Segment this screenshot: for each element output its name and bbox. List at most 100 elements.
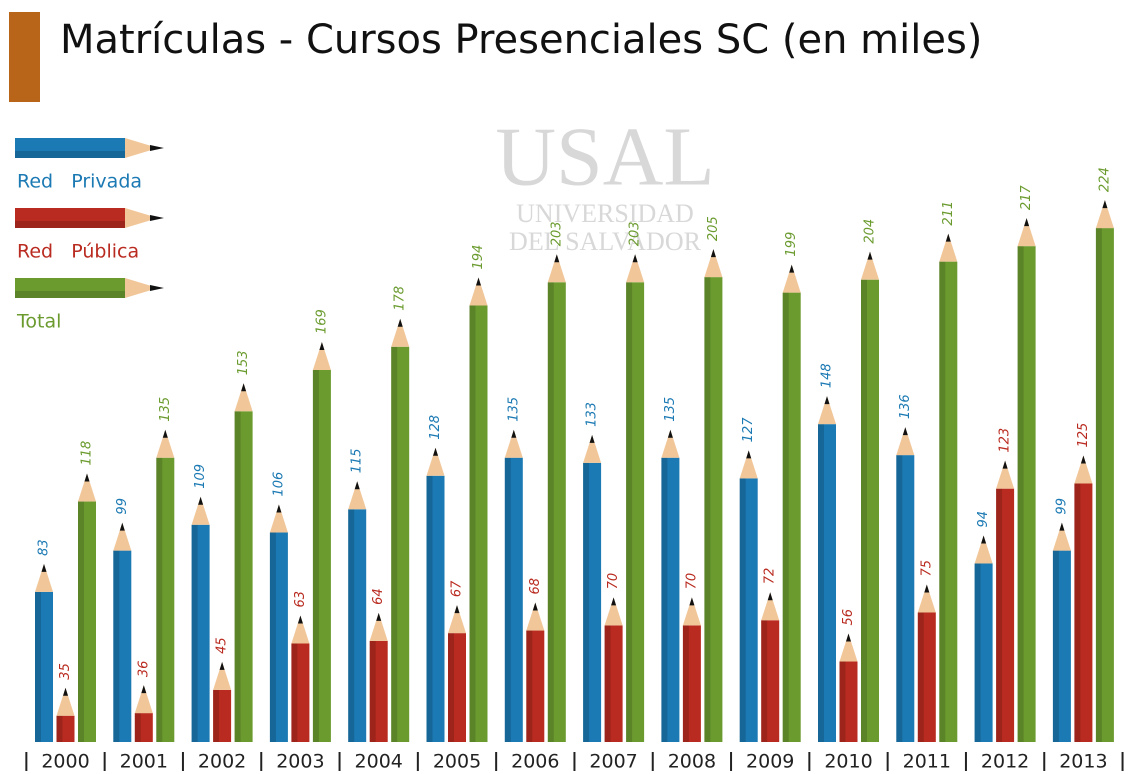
bar [975, 535, 993, 742]
x-tick-label: 2009 [746, 751, 794, 773]
pencil-stripe [57, 716, 63, 742]
pencil-lead [1003, 461, 1008, 469]
pencil-lead [42, 564, 47, 572]
value-label: 204 [863, 219, 878, 244]
value-label: 99 [115, 498, 130, 515]
pencil-stripe [740, 478, 746, 742]
pencil-stripe [15, 151, 125, 158]
value-label: 64 [371, 588, 386, 605]
bar [818, 396, 836, 742]
value-label: 67 [450, 580, 465, 597]
legend-label: Total [16, 311, 61, 333]
bar [626, 254, 644, 742]
legend-label: Red Privada [17, 171, 142, 193]
pencil-stripe [427, 476, 433, 742]
bar [391, 319, 409, 742]
pencil-stripe [896, 455, 902, 742]
value-label: 135 [158, 397, 173, 422]
value-label: 194 [471, 245, 486, 270]
bar [661, 430, 679, 742]
bar [861, 252, 879, 742]
pencil-lead [150, 145, 164, 151]
pencil-lead [150, 285, 164, 291]
legend-pencil [15, 278, 164, 298]
x-tick-label: 2011 [903, 751, 951, 773]
value-label: 224 [1097, 167, 1112, 192]
x-tick-label: 2013 [1059, 751, 1107, 773]
bar [35, 564, 53, 742]
value-label: 205 [706, 216, 721, 241]
pencil-lead [846, 634, 851, 642]
pencil-lead [590, 435, 595, 443]
bar [270, 505, 288, 742]
bar [78, 474, 96, 742]
pencil-stripe [818, 424, 824, 742]
pencil-lead [476, 277, 481, 285]
value-label: 118 [80, 441, 95, 466]
pencil-stripe [448, 633, 454, 742]
x-tick-label: 2002 [198, 751, 246, 773]
pencil-lead [141, 685, 146, 693]
pencil-stripe [291, 643, 297, 742]
bar [348, 481, 366, 742]
pencil-stripe [270, 533, 276, 742]
bar [583, 435, 601, 742]
pencil-lead [533, 603, 538, 611]
pencil-stripe [939, 262, 945, 742]
bar [313, 342, 331, 742]
legend-label: Red Pública [17, 241, 139, 263]
pencil-stripe [683, 625, 689, 742]
pencil-stripe [605, 625, 611, 742]
pencil-lead [433, 448, 438, 456]
value-label: 94 [976, 511, 991, 528]
pencil-lead [868, 252, 873, 260]
bar [448, 605, 466, 742]
value-label: 75 [919, 560, 934, 577]
pencil-lead [298, 615, 303, 623]
pencil-stripe [761, 620, 767, 742]
value-label: 127 [741, 417, 756, 443]
value-label: 70 [606, 573, 621, 590]
pencil-lead [1102, 200, 1107, 208]
value-label: 153 [236, 350, 251, 375]
bar [213, 662, 231, 742]
chart: USAL UNIVERSIDAD DEL SALVADOR Matrículas… [0, 0, 1130, 774]
pencil-lead [668, 430, 673, 438]
bar [761, 592, 779, 742]
pencil-stripe [235, 411, 241, 742]
pencil-stripe [1096, 228, 1102, 742]
pencil-stripe [313, 370, 319, 742]
value-label: 63 [293, 591, 308, 608]
pencil-lead [924, 585, 929, 593]
value-label: 83 [37, 539, 52, 556]
pencil-lead [746, 450, 751, 458]
value-label: 203 [549, 221, 564, 246]
bar [192, 497, 210, 742]
pencil-lead [376, 613, 381, 621]
value-label: 169 [314, 309, 329, 334]
value-label: 68 [528, 578, 543, 595]
pencil-lead [981, 535, 986, 543]
pencil-stripe [996, 489, 1002, 742]
pencil-stripe [783, 293, 789, 742]
pencil-stripe [704, 277, 710, 742]
pencil-lead [319, 342, 324, 350]
pencil-lead [1081, 456, 1086, 464]
pencil-lead [355, 481, 360, 489]
value-label: 115 [350, 448, 365, 473]
legend-pencil [15, 208, 164, 228]
value-label: 217 [1019, 185, 1034, 211]
x-tick-label: 2007 [589, 751, 637, 773]
value-label: 178 [393, 286, 408, 311]
watermark-text: DEL SALVADOR [509, 227, 702, 256]
x-tick-label: 2012 [981, 751, 1029, 773]
pencil-lead [455, 605, 460, 613]
value-label: 123 [998, 428, 1013, 453]
pencil-stripe [661, 458, 667, 742]
watermark: USAL UNIVERSIDAD DEL SALVADOR [495, 110, 714, 256]
x-tick-label: 2000 [41, 751, 89, 773]
x-tick-label: 2004 [355, 751, 403, 773]
bar [1096, 200, 1114, 742]
pencil-stripe [78, 502, 84, 742]
bar [57, 688, 75, 742]
